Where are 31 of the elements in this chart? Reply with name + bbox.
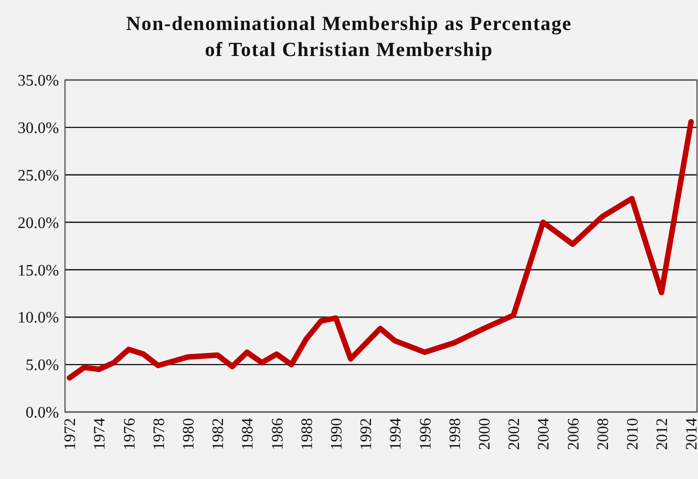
x-tick-label: 1984 [240,418,257,450]
x-tick-label: 1988 [298,418,316,450]
x-tick-label: 1978 [150,418,168,450]
y-tick-label: 30.0% [18,120,59,138]
x-tick-label: 2012 [654,418,672,450]
x-tick-label: 1998 [446,418,464,450]
x-tick-label: 1994 [388,418,405,450]
x-tick-label: 2010 [624,418,642,450]
x-tick-label: 2014 [684,418,698,450]
x-tick-label: 1972 [62,418,80,450]
x-tick-label: 1990 [328,418,346,450]
x-tick-label: 2006 [565,418,582,450]
x-tick-label: 1974 [92,418,109,450]
y-tick-label: 5.0% [26,357,59,374]
x-tick-label: 2008 [594,418,612,450]
y-tick-label: 35.0% [18,72,59,90]
x-tick-label: 1996 [417,418,434,450]
x-tick-label: 1986 [269,418,286,450]
x-tick-label: 1992 [358,418,376,450]
x-tick-label: 1982 [210,418,228,450]
x-tick-label: 2002 [506,418,524,450]
y-tick-label: 10.0% [18,310,59,327]
y-tick-label: 25.0% [18,167,59,184]
y-tick-label: 0.0% [26,404,59,422]
x-tick-label: 1980 [180,418,198,450]
x-tick-label: 1976 [121,418,138,450]
y-tick-label: 20.0% [18,214,59,232]
x-tick-label: 2000 [476,418,494,450]
chart-title: Non-denominational Membership as Percentage of Total Christian Membership [126,13,572,61]
y-tick-label: 15.0% [18,262,59,280]
x-tick-label: 2004 [536,418,553,450]
